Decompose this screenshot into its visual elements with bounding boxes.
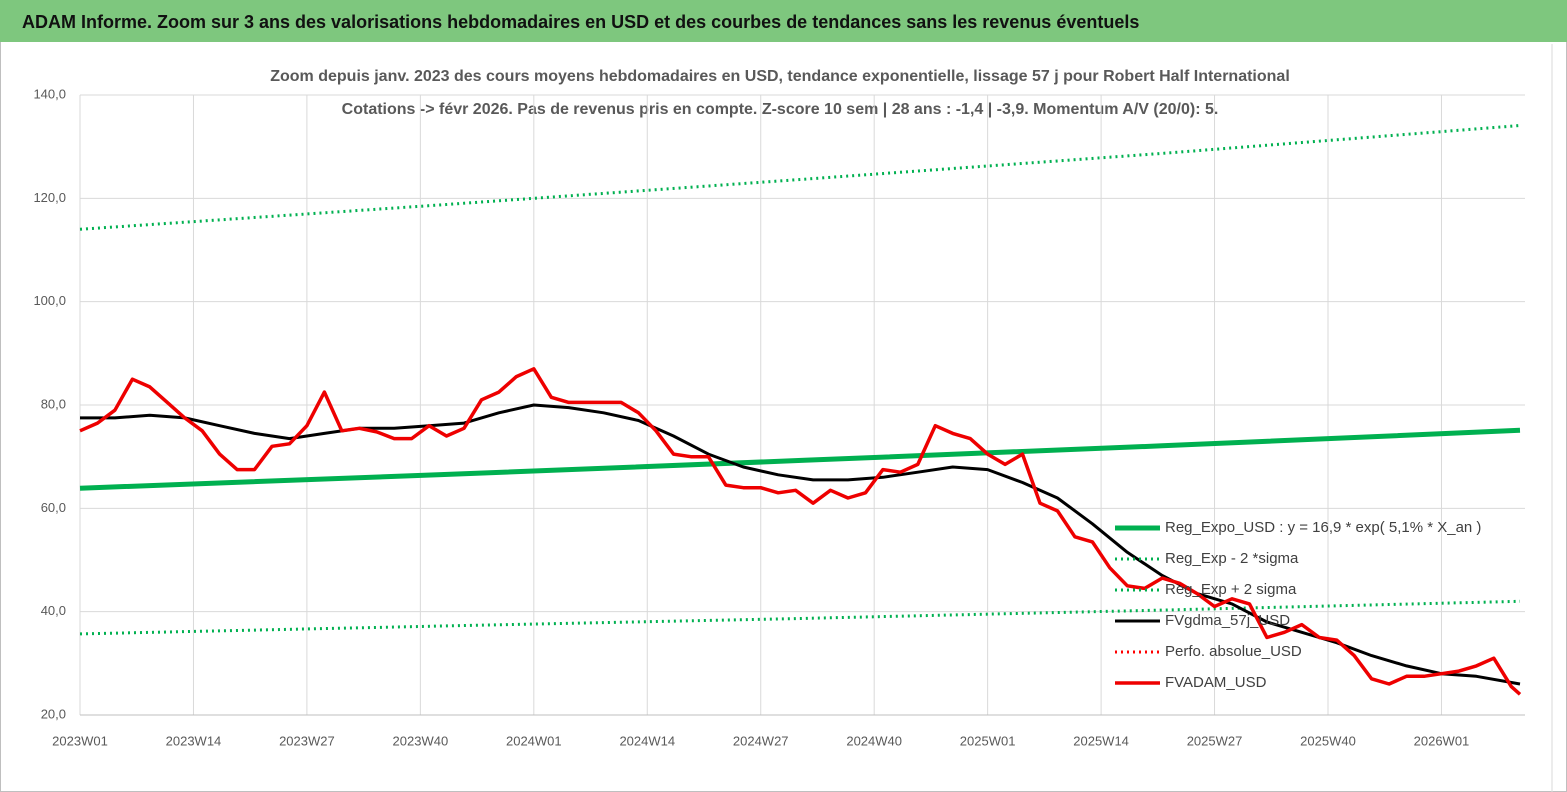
y-tick-label: 140,0 <box>33 86 66 101</box>
x-tick-label: 2023W27 <box>279 733 335 748</box>
x-tick-label: 2024W27 <box>733 733 789 748</box>
plot-area <box>79 124 1522 696</box>
series-line <box>79 124 1521 231</box>
legend-label: Perfo. absolue_USD <box>1165 643 1302 660</box>
x-tick-label: 2024W01 <box>506 733 562 748</box>
series-line <box>80 403 1521 686</box>
y-tick-label: 20,0 <box>41 706 66 721</box>
x-tick-label: 2026W01 <box>1414 733 1470 748</box>
header-title: ADAM Informe. Zoom sur 3 ans des valoris… <box>22 12 1139 32</box>
legend-label: Reg_Expo_USD : y = 16,9 * exp( 5,1% * X_… <box>1165 519 1481 536</box>
legend-label: FVADAM_USD <box>1165 674 1267 691</box>
x-tick-label: 2025W01 <box>960 733 1016 748</box>
x-tick-label: 2025W40 <box>1300 733 1356 748</box>
header-bar <box>0 0 1567 42</box>
x-tick-label: 2025W27 <box>1187 733 1243 748</box>
y-tick-label: 120,0 <box>33 190 66 205</box>
series-line <box>79 367 1522 696</box>
y-tick-label: 40,0 <box>41 603 66 618</box>
legend-label: Reg_Exp + 2 sigma <box>1165 581 1297 598</box>
chart-title: Zoom depuis janv. 2023 des cours moyens … <box>270 68 1290 85</box>
x-tick-label: 2023W40 <box>393 733 449 748</box>
x-tick-label: 2025W14 <box>1073 733 1129 748</box>
y-tick-label: 100,0 <box>33 293 66 308</box>
x-tick-label: 2023W01 <box>52 733 108 748</box>
legend-label: FVgdma_57j_USD <box>1165 612 1290 629</box>
series-line <box>79 599 1521 636</box>
x-tick-label: 2023W14 <box>166 733 222 748</box>
legend-label: Reg_Exp - 2 *sigma <box>1165 550 1299 567</box>
x-tick-label: 2024W40 <box>846 733 902 748</box>
chart-subtitle: Cotations -> févr 2026. Pas de revenus p… <box>342 101 1219 118</box>
grid: 20,0 40,0 60,0 80,0 100,0 120,0 140,0 2023W01 20… <box>33 86 1525 748</box>
series-line <box>79 427 1521 491</box>
legend: Reg_Expo_USD : y = 16,9 * exp( 5,1% * X_… <box>1115 519 1481 691</box>
x-tick-label: 2024W14 <box>619 733 675 748</box>
y-tick-label: 60,0 <box>41 500 66 515</box>
y-tick-label: 80,0 <box>41 396 66 411</box>
